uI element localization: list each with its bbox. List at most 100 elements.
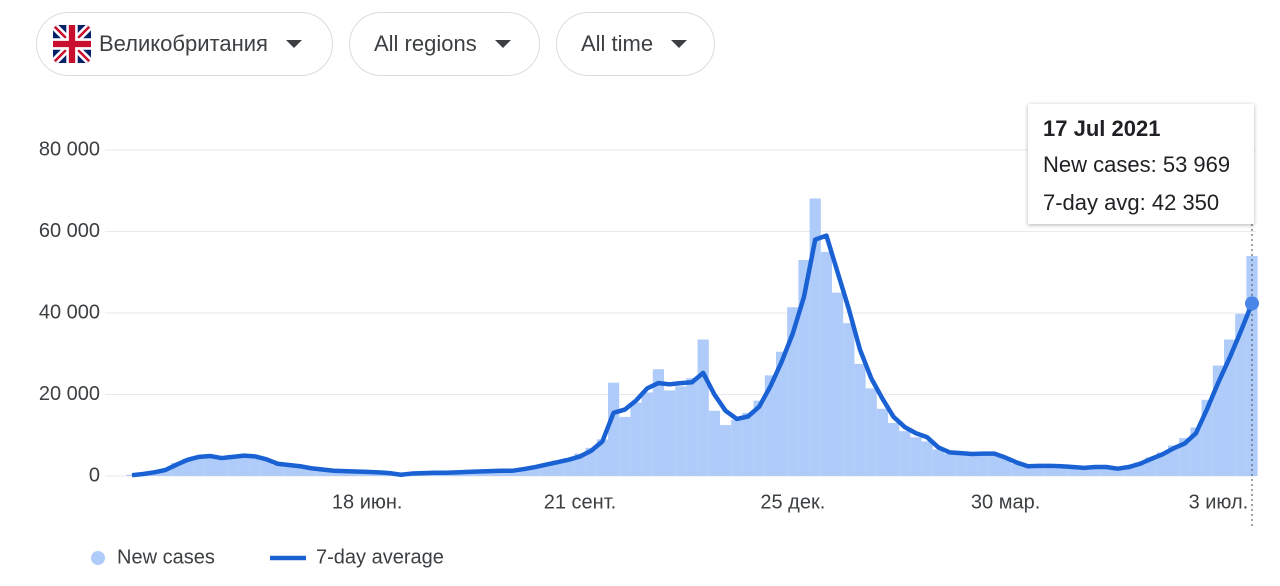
bar bbox=[193, 455, 205, 476]
bar bbox=[1033, 466, 1045, 476]
x-tick-label: 21 сент. bbox=[544, 491, 616, 513]
uk-flag bbox=[53, 25, 91, 63]
y-tick-label: 60 000 bbox=[39, 220, 100, 242]
bar bbox=[1056, 466, 1068, 476]
bar bbox=[832, 292, 844, 476]
bar bbox=[249, 457, 261, 476]
caret bbox=[285, 40, 302, 48]
bar bbox=[585, 447, 597, 476]
bar bbox=[708, 410, 720, 476]
bar bbox=[272, 464, 284, 476]
tooltip-label: 7-day avg: bbox=[1043, 190, 1146, 215]
bar bbox=[1168, 445, 1180, 476]
filter-label: Великобритания bbox=[99, 31, 268, 56]
bar bbox=[1179, 438, 1191, 476]
bar bbox=[204, 457, 216, 476]
filter-label: All time bbox=[581, 31, 654, 56]
bar bbox=[888, 423, 900, 476]
bar bbox=[675, 386, 687, 476]
country-filter[interactable]: Великобритания bbox=[36, 12, 333, 76]
bar bbox=[1011, 463, 1023, 476]
bar bbox=[820, 251, 832, 476]
bar bbox=[1123, 465, 1135, 476]
caret bbox=[494, 40, 511, 48]
bar bbox=[1224, 339, 1236, 476]
bar bbox=[1156, 452, 1168, 476]
bar bbox=[238, 456, 250, 476]
bar bbox=[966, 455, 978, 476]
bar bbox=[182, 458, 194, 476]
bar bbox=[1112, 469, 1124, 476]
bar bbox=[507, 471, 519, 476]
filter-label: All regions bbox=[374, 31, 477, 56]
bar bbox=[686, 378, 698, 476]
bar bbox=[1145, 457, 1157, 476]
bar bbox=[171, 462, 183, 476]
bar bbox=[1089, 466, 1101, 476]
bar bbox=[955, 454, 967, 476]
bar bbox=[697, 339, 709, 476]
bar bbox=[216, 459, 228, 476]
tooltip-label: New cases: bbox=[1043, 152, 1157, 177]
legend-label: New cases bbox=[117, 546, 215, 568]
bar bbox=[1212, 365, 1224, 476]
bar bbox=[944, 453, 956, 476]
bar bbox=[283, 465, 295, 476]
bar bbox=[1078, 468, 1090, 476]
bar bbox=[731, 419, 743, 476]
bar bbox=[787, 307, 799, 476]
bar bbox=[854, 363, 866, 476]
bar bbox=[1100, 467, 1112, 476]
bar bbox=[1000, 458, 1012, 476]
x-tick-label: 3 июл. bbox=[1189, 491, 1249, 513]
bar bbox=[328, 471, 340, 476]
bar bbox=[496, 470, 508, 476]
bar bbox=[619, 416, 631, 476]
hover-point bbox=[1245, 296, 1259, 311]
x-tick-label: 30 мар. bbox=[971, 491, 1040, 513]
bar bbox=[932, 449, 944, 476]
tooltip-value: 53 969 bbox=[1162, 152, 1231, 177]
bar bbox=[260, 460, 272, 476]
bar bbox=[843, 323, 855, 476]
bar bbox=[316, 469, 328, 476]
bar bbox=[350, 471, 362, 476]
bar bbox=[1044, 464, 1056, 476]
bar bbox=[899, 431, 911, 476]
bar bbox=[988, 454, 1000, 476]
bar bbox=[339, 471, 351, 476]
y-tick-label: 80 000 bbox=[39, 138, 100, 160]
bar bbox=[608, 382, 620, 476]
bar bbox=[596, 439, 608, 476]
bar bbox=[126, 474, 138, 476]
bar bbox=[753, 400, 765, 476]
bar bbox=[876, 408, 888, 476]
bar bbox=[664, 390, 676, 476]
bar bbox=[1246, 256, 1258, 476]
y-tick-label: 20 000 bbox=[39, 383, 100, 405]
y-tick-label: 40 000 bbox=[39, 301, 100, 323]
tooltip-title: 17 Jul 2021 bbox=[1043, 116, 1161, 141]
region-filter[interactable]: All regions bbox=[349, 12, 540, 76]
bar bbox=[540, 463, 552, 476]
time-filter[interactable]: All time bbox=[556, 12, 715, 76]
y-tick-label: 0 bbox=[89, 464, 100, 486]
average-line bbox=[131, 233, 1255, 478]
bar bbox=[764, 375, 776, 476]
bar bbox=[518, 468, 530, 476]
x-tick-label: 25 дек. bbox=[760, 491, 825, 513]
tooltip-value: 42 350 bbox=[1151, 190, 1220, 215]
bar bbox=[160, 469, 172, 476]
bar bbox=[977, 452, 989, 476]
bar bbox=[1235, 313, 1247, 476]
bar bbox=[798, 260, 810, 476]
bar bbox=[630, 402, 642, 476]
bar bbox=[910, 437, 922, 476]
bar bbox=[1134, 462, 1146, 476]
legend-label: 7-day average bbox=[316, 546, 444, 568]
bar bbox=[652, 369, 664, 476]
bar bbox=[921, 441, 933, 476]
bar bbox=[563, 458, 575, 476]
bar bbox=[227, 454, 239, 476]
